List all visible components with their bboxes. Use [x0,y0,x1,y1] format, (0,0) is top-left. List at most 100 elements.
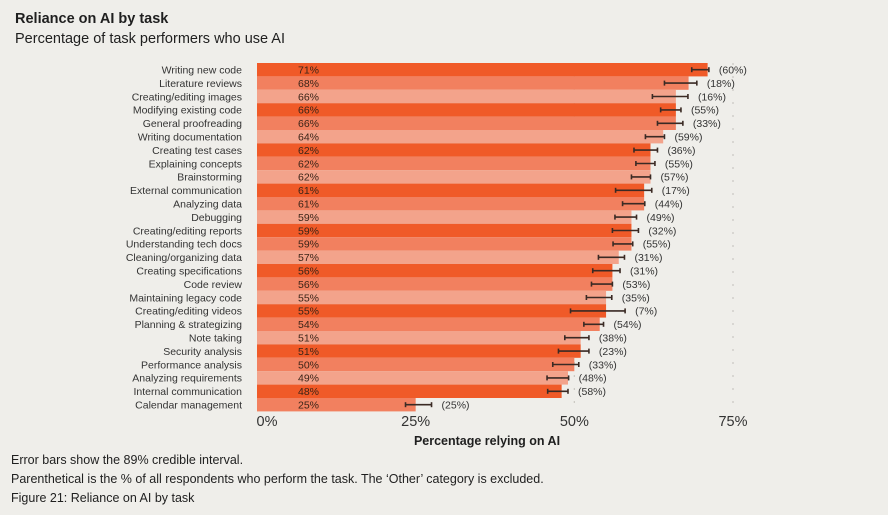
x-tick-label: 0% [257,414,278,430]
value-label: 68% [298,78,319,90]
category-label: Performance analysis [141,359,242,371]
parenthetical-label: (59%) [674,132,702,144]
parenthetical-label: (25%) [442,400,470,412]
value-label: 61% [298,185,319,197]
value-label: 61% [298,199,319,211]
parenthetical-label: (48%) [579,373,607,385]
bar [257,89,676,104]
value-label: 62% [298,158,319,170]
category-label: Maintaining legacy code [129,292,242,304]
value-label: 55% [298,306,319,318]
value-label: 51% [298,333,319,345]
parenthetical-label: (55%) [643,239,671,251]
bar [257,384,562,398]
chart-title: Reliance on AI by task [15,11,169,27]
parenthetical-label: (33%) [589,359,617,371]
bar [257,250,619,264]
x-tick-label: 25% [401,414,430,430]
bar [257,143,651,157]
bar [257,398,416,412]
value-label: 66% [298,105,319,117]
parenthetical-label: (57%) [660,172,688,184]
bar [257,237,632,251]
category-label: Writing documentation [138,132,242,144]
value-label: 56% [298,266,319,278]
category-label: Creating/editing images [132,91,242,103]
category-label: General proofreading [143,118,242,130]
category-label: Brainstorming [177,172,242,184]
bar [257,170,651,184]
category-label: Security analysis [163,346,242,358]
bar [257,197,645,211]
bar [257,317,600,331]
parenthetical-label: (18%) [707,78,735,90]
bar [257,277,613,291]
value-label: 64% [298,132,319,144]
bar [257,183,645,197]
parenthetical-label: (54%) [614,319,642,331]
value-label: 49% [298,373,319,385]
bar [257,156,651,171]
footnote-error-bars: Error bars show the 89% credible interva… [11,453,244,467]
x-tick-label: 50% [560,414,589,430]
bar [257,304,607,318]
value-label: 54% [298,319,319,331]
parenthetical-label: (36%) [667,145,695,157]
bar [257,357,575,372]
bar [257,63,708,77]
parenthetical-label: (31%) [634,252,662,264]
category-label: Debugging [191,212,242,224]
category-label: Calendar management [135,400,242,412]
bar [257,76,689,90]
parenthetical-label: (60%) [719,65,747,77]
category-label: Creating test cases [152,145,242,157]
parenthetical-label: (55%) [665,158,693,170]
parenthetical-label: (33%) [693,118,721,130]
value-label: 62% [298,145,319,157]
parenthetical-label: (35%) [622,292,650,304]
value-label: 51% [298,346,319,358]
bar [257,371,568,385]
category-label: Note taking [189,333,242,345]
value-label: 66% [298,91,319,103]
value-label: 48% [298,386,319,398]
value-label: 59% [298,225,319,237]
bar [257,264,613,278]
category-label: Analyzing data [173,199,242,211]
bar [257,116,676,130]
x-tick-label: 75% [718,414,747,430]
parenthetical-label: (44%) [655,199,683,211]
parenthetical-label: (49%) [647,212,675,224]
value-label: 71% [298,65,319,77]
parenthetical-label: (7%) [635,306,657,318]
value-label: 59% [298,239,319,251]
value-label: 59% [298,212,319,224]
category-label: Planning & strategizing [135,319,243,331]
category-label: Cleaning/organizing data [126,252,242,264]
value-label: 66% [298,118,319,130]
category-label: Creating specifications [136,266,242,278]
category-label: Explaining concepts [149,158,242,170]
category-label: External communication [130,185,242,197]
parenthetical-label: (53%) [622,279,650,291]
category-label: Code review [184,279,243,291]
parenthetical-label: (58%) [578,386,606,398]
bar [257,331,581,345]
value-label: 56% [298,279,319,291]
parenthetical-label: (16%) [698,91,726,103]
parenthetical-label: (23%) [599,346,627,358]
footnote-parenthetical: Parenthetical is the % of all respondent… [11,472,544,486]
parenthetical-label: (17%) [662,185,690,197]
parenthetical-label: (55%) [691,105,719,117]
category-label: Creating/editing reports [133,225,242,237]
parenthetical-label: (31%) [630,266,658,278]
value-label: 25% [298,400,319,412]
category-label: Understanding tech docs [126,239,242,251]
category-label: Writing new code [162,65,243,77]
bar [257,103,676,117]
chart-subtitle: Percentage of task performers who use AI [15,31,285,47]
bar [257,223,632,238]
bar [257,210,632,224]
value-label: 62% [298,172,319,184]
